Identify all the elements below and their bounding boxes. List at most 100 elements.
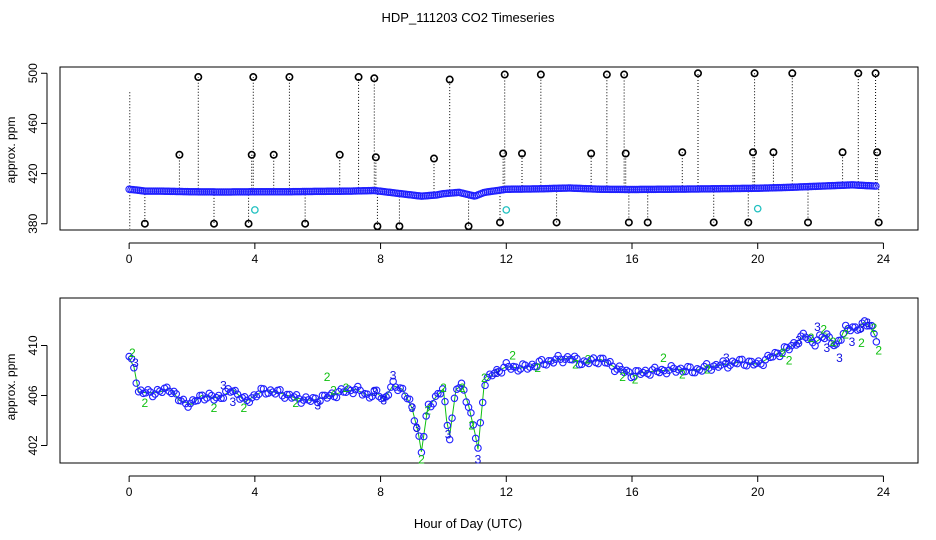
series-point bbox=[589, 354, 598, 362]
flag-label: 2 bbox=[679, 367, 686, 381]
bottom-y-axis-label: approx. ppm bbox=[4, 354, 18, 421]
series-point bbox=[504, 362, 513, 371]
x-tick-label: 20 bbox=[751, 485, 765, 499]
series-point bbox=[712, 360, 720, 369]
outlier-point bbox=[678, 148, 687, 157]
series-point bbox=[514, 367, 522, 375]
series-point bbox=[502, 359, 511, 367]
series-point bbox=[745, 357, 753, 366]
series-point bbox=[870, 329, 878, 338]
series-point bbox=[222, 387, 230, 396]
series-point bbox=[816, 331, 824, 339]
outlier-point bbox=[140, 219, 149, 228]
series-point bbox=[783, 343, 791, 352]
flag-label: 3 bbox=[390, 369, 397, 383]
flag-label: 2 bbox=[129, 346, 136, 360]
flag-label: 2 bbox=[808, 331, 815, 345]
chart-title: HDP_111203 CO2 Timeseries bbox=[382, 10, 555, 25]
series-point bbox=[158, 388, 166, 397]
x-tick-label: 16 bbox=[625, 485, 639, 499]
series-point bbox=[721, 359, 730, 368]
outlier-point bbox=[445, 75, 454, 84]
series-point bbox=[394, 386, 402, 395]
series-point bbox=[799, 329, 808, 338]
x-tick-label: 4 bbox=[252, 252, 259, 266]
top-y-axis-label: approx. ppm bbox=[4, 117, 18, 184]
series-point bbox=[585, 359, 593, 368]
series-point bbox=[290, 393, 298, 401]
series-point bbox=[570, 352, 579, 361]
series-point bbox=[408, 403, 416, 411]
outlier-point bbox=[602, 70, 611, 79]
flag-label: 3 bbox=[220, 379, 227, 393]
y-tick-label: 460 bbox=[26, 113, 40, 133]
series-point bbox=[827, 339, 836, 348]
outlier-point bbox=[621, 149, 630, 158]
series-point bbox=[844, 324, 852, 333]
outlier-point bbox=[748, 148, 757, 157]
series-point bbox=[837, 336, 845, 344]
outlier-point bbox=[874, 218, 883, 227]
series-point bbox=[165, 387, 173, 396]
outlier-point bbox=[499, 149, 508, 158]
series-point bbox=[596, 354, 605, 363]
series-point bbox=[764, 351, 772, 360]
series-point bbox=[163, 383, 171, 391]
flag-label: 2 bbox=[585, 352, 592, 366]
outlier-point bbox=[354, 73, 363, 82]
series-point bbox=[632, 367, 640, 375]
outlier-point bbox=[803, 218, 812, 227]
series-point bbox=[469, 421, 478, 429]
series-point bbox=[448, 414, 456, 422]
series-point bbox=[434, 389, 442, 398]
series-point bbox=[544, 357, 553, 365]
flag-label: 2 bbox=[330, 384, 337, 398]
flag-label: 2 bbox=[211, 401, 218, 415]
outlier-point bbox=[371, 153, 380, 162]
x-tick-label: 16 bbox=[625, 252, 639, 266]
series-point bbox=[801, 333, 810, 341]
series-point bbox=[820, 334, 829, 343]
x-tick-label: 0 bbox=[126, 252, 133, 266]
outlier-point bbox=[373, 222, 382, 231]
series-point bbox=[252, 392, 261, 401]
series-point bbox=[523, 365, 532, 373]
series-point bbox=[742, 362, 751, 370]
series-point bbox=[429, 400, 437, 408]
outlier-point bbox=[587, 149, 596, 158]
series-point bbox=[283, 390, 291, 399]
series-point bbox=[417, 448, 426, 457]
series-point bbox=[455, 384, 463, 392]
outlier-point bbox=[744, 218, 753, 227]
series-point bbox=[705, 364, 713, 372]
baseline-point bbox=[872, 182, 880, 190]
flag-label: 2 bbox=[875, 344, 882, 358]
flag-label: 2 bbox=[786, 354, 793, 368]
outlier-point bbox=[335, 150, 344, 159]
series-point bbox=[295, 394, 303, 403]
series-point bbox=[481, 381, 489, 390]
outlier-point bbox=[395, 222, 404, 231]
series-point bbox=[561, 355, 569, 363]
flag-label: 3 bbox=[413, 421, 420, 435]
flag-label: 2 bbox=[660, 351, 667, 365]
series-point bbox=[269, 388, 277, 396]
series-point bbox=[672, 368, 680, 376]
outlier-point bbox=[750, 69, 759, 78]
series-point bbox=[511, 363, 520, 371]
outlier-point bbox=[429, 154, 438, 163]
x-axis-label: Hour of Day (UTC) bbox=[414, 516, 522, 531]
series-point bbox=[476, 418, 485, 427]
flag-label: 3 bbox=[314, 399, 321, 413]
flag-label: 3 bbox=[494, 366, 501, 380]
series-point bbox=[422, 412, 430, 420]
series-point bbox=[370, 386, 379, 395]
flag-label: 2 bbox=[241, 401, 248, 415]
series-point bbox=[726, 361, 734, 369]
series-point bbox=[606, 357, 614, 366]
series-point bbox=[363, 390, 371, 398]
series-point bbox=[415, 432, 423, 440]
series-point bbox=[863, 322, 871, 330]
series-point bbox=[441, 397, 449, 406]
